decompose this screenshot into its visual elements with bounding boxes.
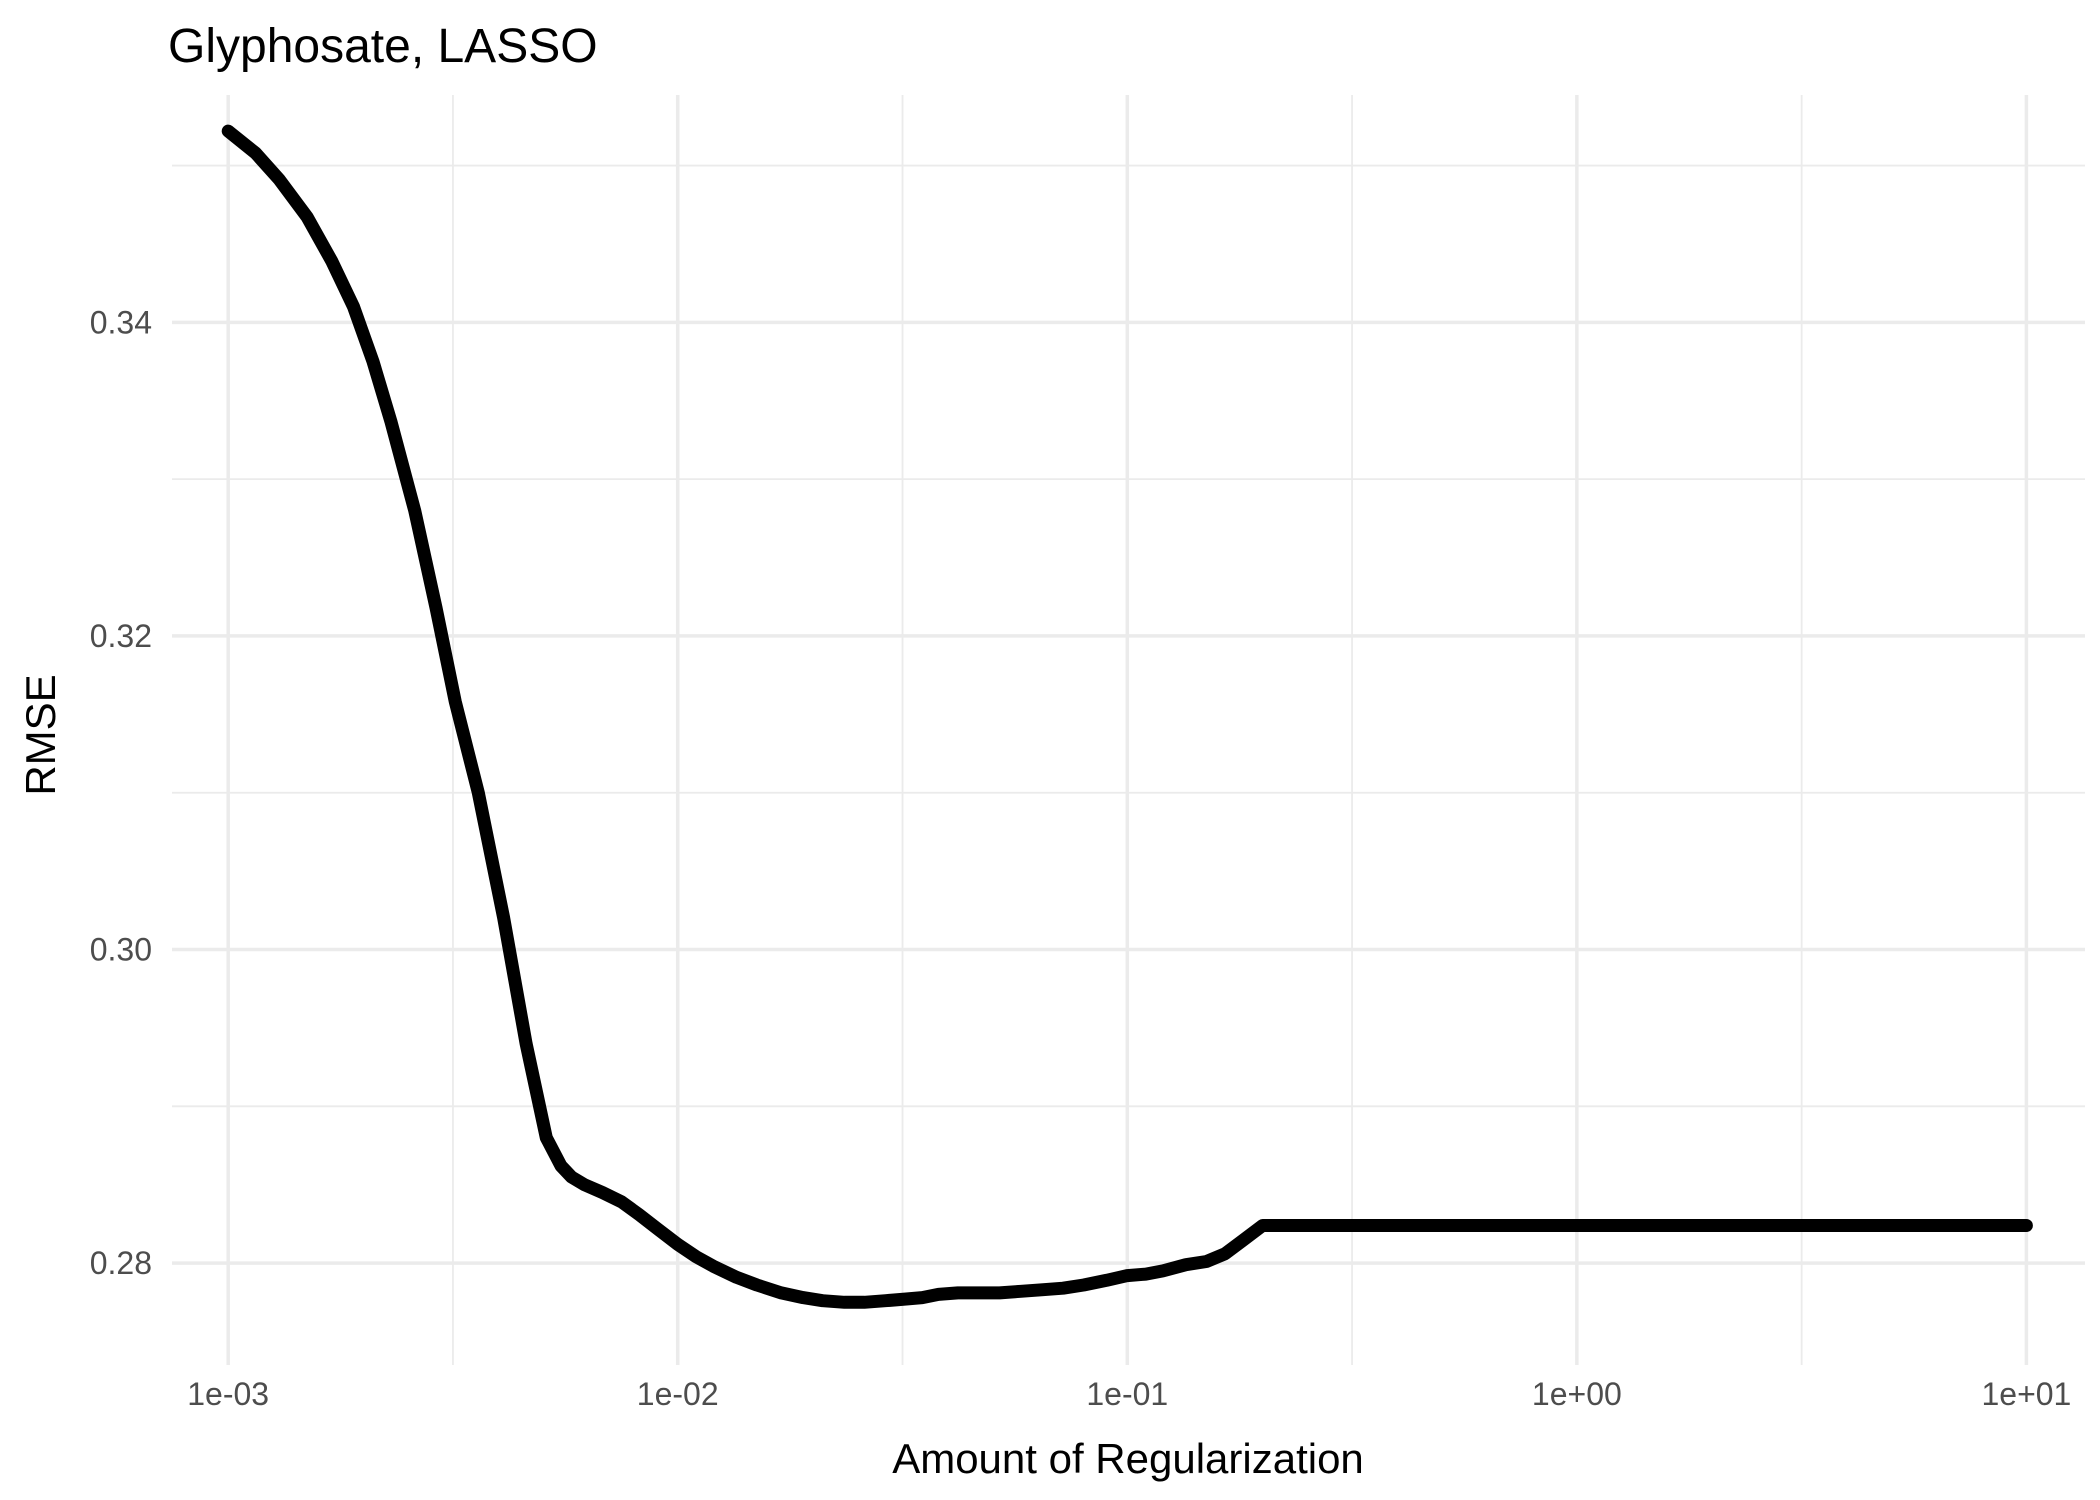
x-tick-label: 1e-01 <box>1086 1376 1168 1412</box>
y-tick-label: 0.28 <box>90 1245 152 1281</box>
x-tick-label: 1e+00 <box>1532 1376 1622 1412</box>
y-tick-label: 0.30 <box>90 932 152 968</box>
chart-title: Glyphosate, LASSO <box>168 20 598 73</box>
x-tick-label: 1e-02 <box>637 1376 719 1412</box>
y-tick-labels: 0.28 0.30 0.32 0.34 <box>90 304 152 1281</box>
x-axis-title: Amount of Regularization <box>892 1435 1364 1482</box>
rmse-series-line <box>221 124 2033 1309</box>
y-axis-title: RMSE <box>17 674 64 795</box>
series-layer <box>221 124 2033 1309</box>
y-tick-label: 0.34 <box>90 304 152 340</box>
x-tick-label: 1e+01 <box>1981 1376 2071 1412</box>
x-tick-labels: 1e-03 1e-02 1e-01 1e+00 1e+01 <box>187 1376 2071 1412</box>
y-tick-label: 0.32 <box>90 618 152 654</box>
grid-lines <box>172 95 2085 1365</box>
x-tick-label: 1e-03 <box>187 1376 269 1412</box>
